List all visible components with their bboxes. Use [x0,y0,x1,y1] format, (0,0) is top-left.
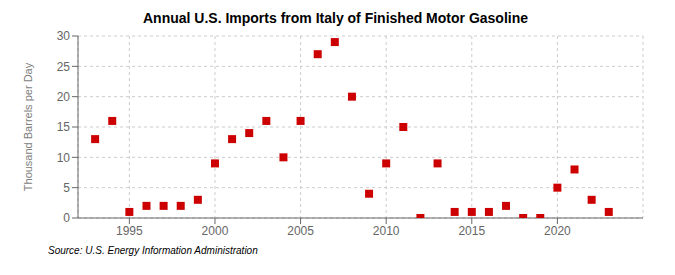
html-text:Source: U.S. Energy Informatio: Source: U.S. Energy Information Administ… [48,245,258,256]
svg-text:2015: 2015 [458,224,485,238]
svg-text:20: 20 [57,90,71,104]
html-text:Annual U.S. Imports from Italy: Annual U.S. Imports from Italy of Finish… [143,10,528,26]
svg-text:25: 25 [57,60,71,74]
svg-text:2020: 2020 [544,224,571,238]
svg-text:5: 5 [63,181,70,195]
svg-text:10: 10 [57,151,71,165]
svg-text:2005: 2005 [287,224,314,238]
svg-text:1995: 1995 [116,224,143,238]
svg-text:0: 0 [63,211,70,225]
svg-text:30: 30 [57,29,71,43]
svg-text:15: 15 [57,120,71,134]
svg-text:2000: 2000 [202,224,229,238]
svg-text:Thousand Barrels per Day: Thousand Barrels per Day [22,62,34,191]
svg-text:2010: 2010 [373,224,400,238]
